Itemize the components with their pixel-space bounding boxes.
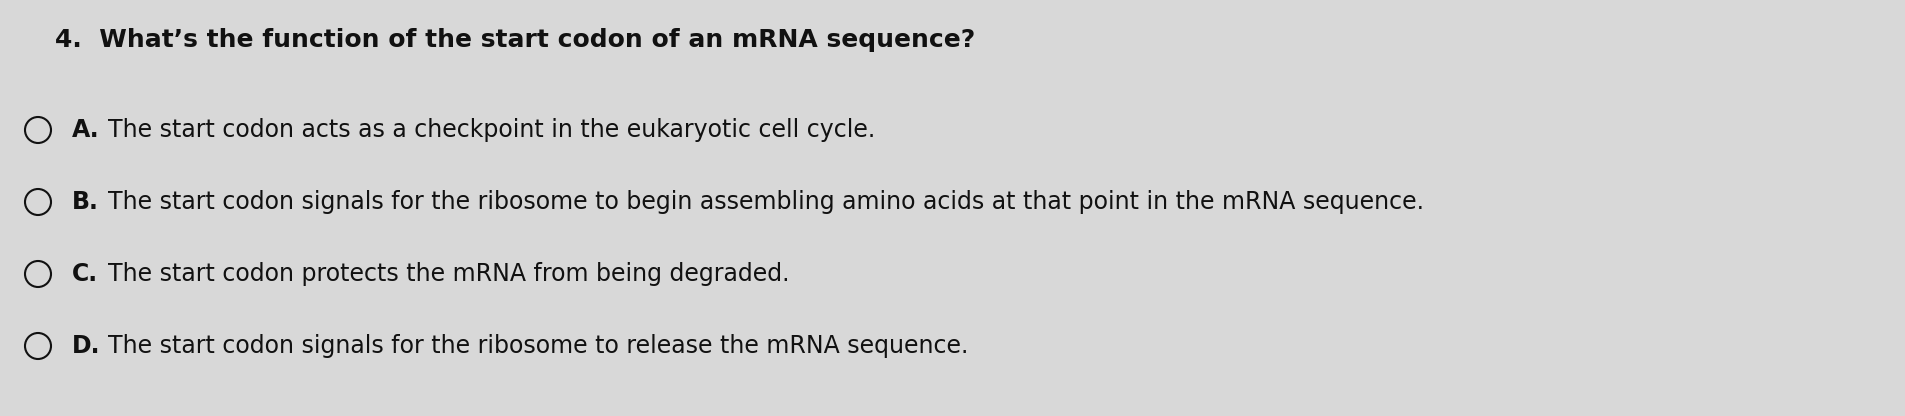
Text: The start codon signals for the ribosome to release the mRNA sequence.: The start codon signals for the ribosome… [109, 334, 968, 358]
Text: D.: D. [72, 334, 101, 358]
Text: 4.  What’s the function of the start codon of an mRNA sequence?: 4. What’s the function of the start codo… [55, 28, 975, 52]
Text: C.: C. [72, 262, 97, 286]
Text: A.: A. [72, 118, 99, 142]
Text: The start codon acts as a checkpoint in the eukaryotic cell cycle.: The start codon acts as a checkpoint in … [109, 118, 874, 142]
Text: The start codon protects the mRNA from being degraded.: The start codon protects the mRNA from b… [109, 262, 789, 286]
Text: The start codon signals for the ribosome to begin assembling amino acids at that: The start codon signals for the ribosome… [109, 190, 1423, 214]
Text: B.: B. [72, 190, 99, 214]
